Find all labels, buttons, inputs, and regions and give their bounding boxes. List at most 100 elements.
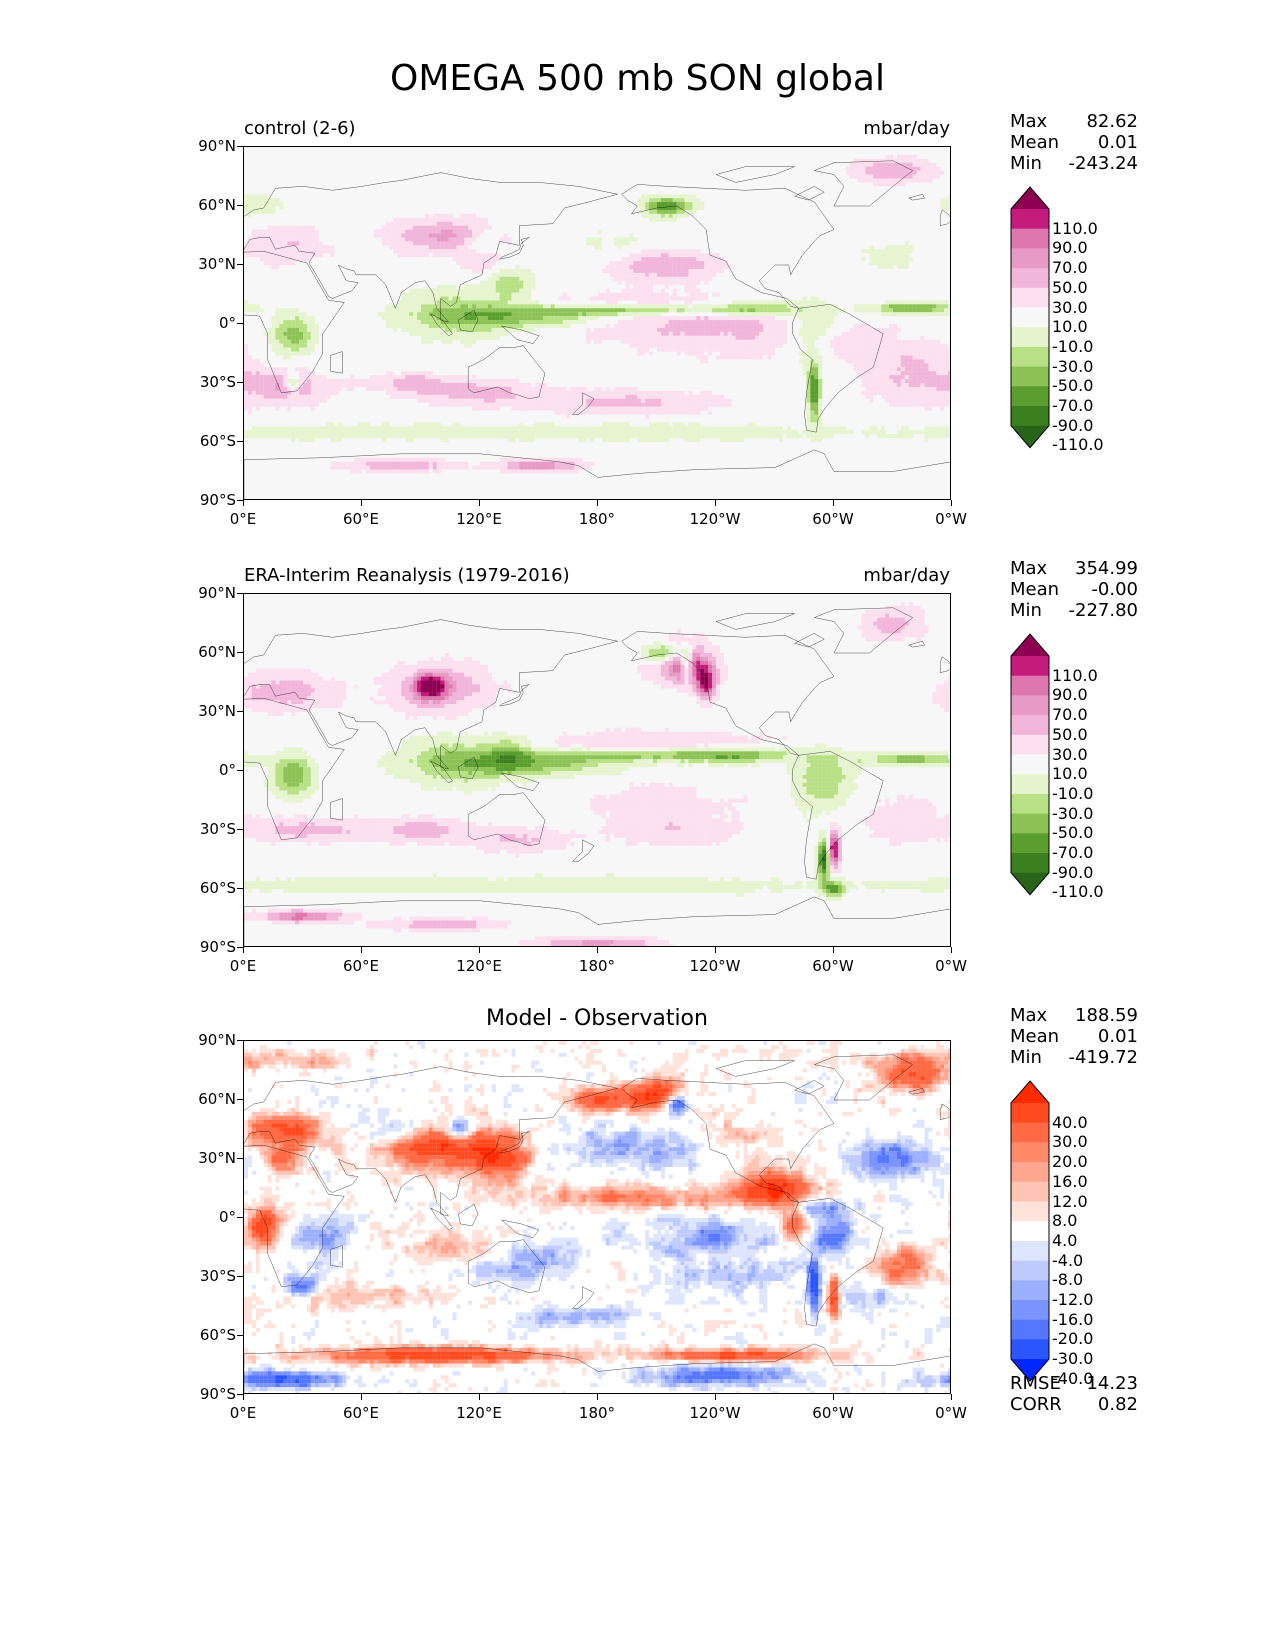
field-cell (417, 324, 422, 329)
min-value: -243.24 (1068, 153, 1138, 174)
field-cell (747, 355, 752, 360)
field-cell (822, 316, 827, 321)
field-cell (696, 206, 701, 211)
field-cell (641, 406, 646, 411)
field-cell (885, 265, 890, 270)
field-cell (704, 276, 709, 281)
field-cell (601, 422, 606, 427)
field-cell (417, 245, 422, 250)
field-cell (574, 320, 579, 325)
field-cell (755, 434, 760, 439)
field-cell (865, 386, 870, 391)
field-cell (519, 398, 524, 403)
field-cell (476, 300, 481, 305)
field-cell (417, 288, 422, 293)
field-cell (719, 257, 724, 262)
field-cell (645, 331, 650, 336)
field-cell (904, 178, 909, 183)
field-cell (330, 426, 335, 431)
field-cell (653, 335, 658, 340)
field-cell (259, 375, 264, 380)
field-cell (393, 457, 398, 462)
field-cell (326, 430, 331, 435)
field-cell (657, 304, 662, 309)
field-cell (244, 198, 249, 203)
field-cell (491, 280, 496, 285)
field-cell (468, 430, 473, 435)
field-cell (440, 292, 445, 297)
field-cell (944, 426, 949, 431)
field-cell (629, 280, 634, 285)
field-cell (889, 300, 894, 305)
field-cell (515, 469, 520, 474)
coastline (244, 251, 344, 393)
field-cell (259, 241, 264, 246)
field-cell (295, 347, 300, 352)
field-cell (436, 233, 441, 238)
field-cell (460, 245, 465, 250)
field-cell (940, 355, 945, 360)
field-cell (775, 308, 780, 313)
field-cell (487, 430, 492, 435)
field-cell (845, 166, 850, 171)
field-cell (896, 174, 901, 179)
field-cell (531, 320, 536, 325)
field-cell (704, 257, 709, 262)
field-cell (944, 359, 949, 364)
field-cell (287, 249, 292, 254)
field-cell (889, 245, 894, 250)
field-cell (861, 613, 866, 618)
field-cell (727, 347, 732, 352)
field-cell (381, 316, 386, 321)
field-cell (609, 331, 614, 336)
field-cell (397, 469, 402, 474)
field-cell (283, 383, 288, 388)
field-cell (377, 461, 382, 466)
field-cell (629, 288, 634, 293)
field-cell (507, 304, 512, 309)
field-cell (259, 202, 264, 207)
field-cell (668, 410, 673, 415)
field-cell (739, 312, 744, 317)
field-cell (672, 292, 677, 297)
field-cell (267, 245, 272, 250)
field-cell (869, 359, 874, 364)
field-cell (291, 390, 296, 395)
field-cell (609, 272, 614, 277)
field-cell (621, 335, 626, 340)
field-cell (708, 276, 713, 281)
field-cell (948, 304, 950, 309)
field-cell (755, 320, 760, 325)
field-cell (877, 390, 882, 395)
field-cell (468, 241, 473, 246)
field-cell (900, 347, 905, 352)
field-cell (912, 355, 917, 360)
field-cell (275, 351, 280, 356)
field-cell (247, 206, 252, 211)
field-cell (480, 288, 485, 293)
field-cell (806, 390, 811, 395)
field-cell (291, 308, 296, 313)
field-cell (649, 438, 654, 443)
field-cell (908, 605, 913, 610)
field-cell (747, 343, 752, 348)
field-cell (885, 609, 890, 614)
field-cell (428, 300, 433, 305)
field-cell (558, 304, 563, 309)
field-cell (684, 434, 689, 439)
field-cell (365, 383, 370, 388)
field-cell (782, 308, 787, 313)
field-cell (613, 438, 618, 443)
field-cell (417, 386, 422, 391)
field-cell (904, 386, 909, 391)
field-cell (594, 308, 599, 313)
field-cell (244, 434, 249, 439)
field-cell (810, 296, 815, 301)
field-cell (251, 386, 256, 391)
field-cell (267, 339, 272, 344)
field-cell (428, 422, 433, 427)
field-cell (889, 261, 894, 266)
field-cell (598, 339, 603, 344)
field-cell (495, 390, 500, 395)
field-cell (763, 434, 768, 439)
